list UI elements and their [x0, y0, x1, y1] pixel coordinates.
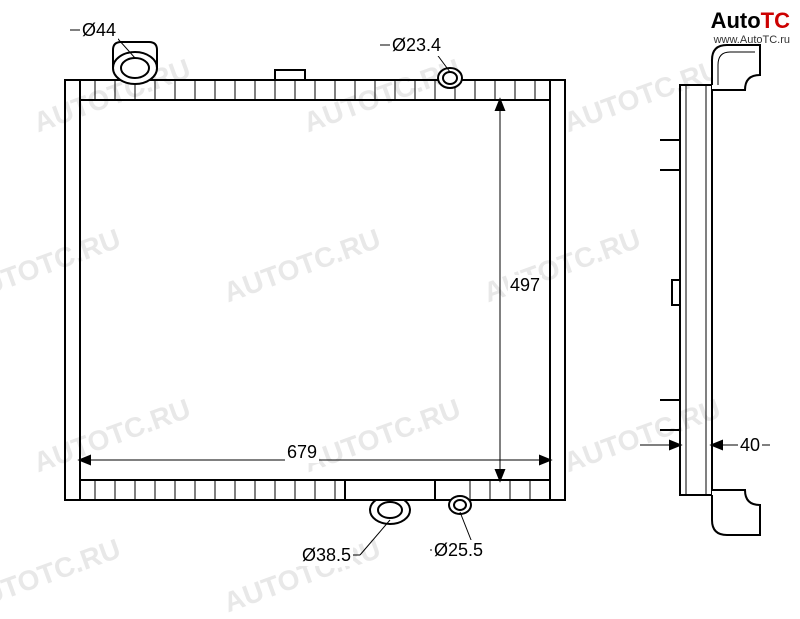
dim-outlet-bottom: Ø38.5	[300, 545, 353, 566]
dim-core-height: 497	[508, 275, 542, 296]
dim-port-top-right: Ø23.4	[390, 35, 443, 56]
site-logo: AutoTC www.AutoTC.ru	[711, 8, 790, 46]
dim-thickness: 40	[738, 435, 762, 456]
logo-url: www.AutoTC.ru	[711, 34, 790, 46]
dim-inlet-top-left: Ø44	[80, 20, 118, 41]
dim-port-bottom-right: Ø25.5	[432, 540, 485, 561]
logo-auto: Auto	[711, 8, 761, 33]
logo-tc: TC	[761, 8, 790, 33]
radiator-diagram	[0, 0, 800, 600]
dim-core-width: 679	[285, 442, 319, 463]
